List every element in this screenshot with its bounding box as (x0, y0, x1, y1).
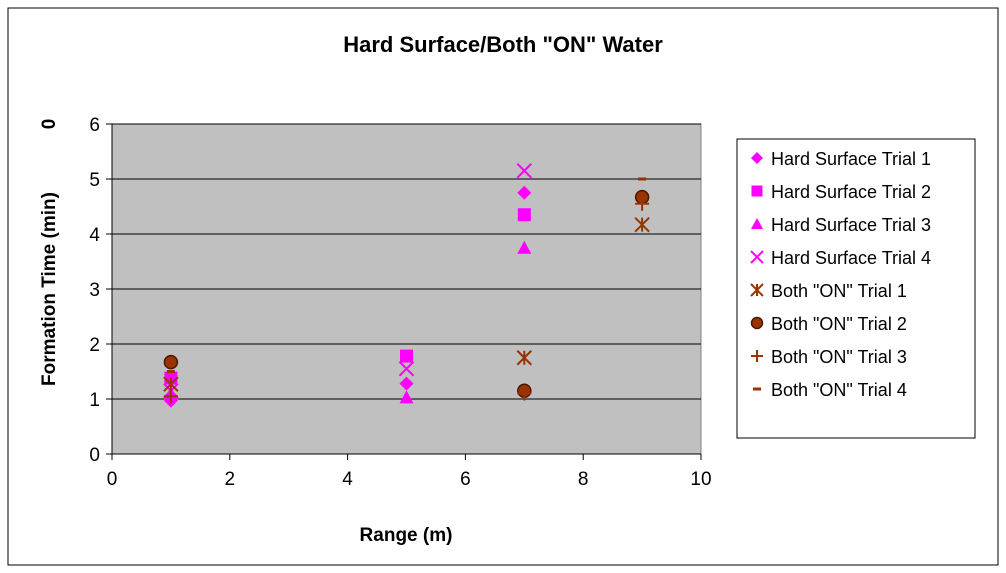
legend-marker (750, 283, 764, 297)
data-point (166, 370, 175, 373)
legend-marker (750, 250, 764, 264)
data-point (516, 350, 533, 366)
legend-box (736, 138, 976, 439)
legend-label: Hard Surface Trial 2 (771, 182, 931, 202)
x-axis-title: Range (m) (360, 525, 453, 546)
data-point (517, 185, 532, 200)
data-point (517, 240, 532, 254)
legend-item: Hard Surface Trial 4 (750, 248, 931, 268)
data-point (400, 349, 413, 363)
legend-label: Both "ON" Trial 1 (771, 281, 907, 301)
data-point (399, 390, 414, 404)
legend-marker (750, 316, 764, 330)
data-point (638, 177, 647, 181)
data-points (163, 163, 650, 408)
legend-item: Hard Surface Trial 3 (751, 215, 931, 235)
legend-marker (751, 152, 763, 164)
data-point (517, 208, 531, 222)
legend-marker (751, 218, 763, 229)
y-tick-label: 1 (89, 390, 100, 411)
data-point (163, 376, 179, 392)
data-point (634, 216, 650, 233)
y-tick-label: 6 (89, 115, 100, 136)
y-tick-label: 5 (89, 170, 100, 191)
axes (106, 123, 702, 460)
y-tick-label: 2 (89, 335, 100, 356)
legend-label: Hard Surface Trial 1 (771, 149, 931, 169)
x-tick-label: 8 (578, 469, 589, 490)
secondary-y-axis-title: 0 (39, 119, 60, 130)
chart-title: Hard Surface/Both "ON" Water (343, 32, 663, 57)
legend-item: Both "ON" Trial 3 (751, 347, 907, 367)
legend-label: Hard Surface Trial 4 (771, 248, 931, 268)
legend-item: Both "ON" Trial 2 (750, 314, 907, 334)
data-point (399, 376, 414, 391)
legend-marker (751, 185, 763, 197)
y-tick-label: 3 (89, 280, 100, 301)
legend-label: Both "ON" Trial 3 (771, 347, 907, 367)
x-tick-label: 10 (690, 469, 711, 490)
data-point (163, 389, 178, 404)
x-tick-label: 0 (107, 469, 118, 490)
y-axis-title: Formation Time (min) (39, 192, 60, 386)
legend-marker (751, 350, 763, 362)
legend-marker (753, 387, 761, 391)
data-point (635, 196, 650, 211)
data-point (517, 386, 532, 401)
legend: Hard Surface Trial 1 Hard Surface Trial 2… (736, 138, 976, 439)
x-tick-label: 4 (342, 469, 353, 490)
legend-item: Both "ON" Trial 4 (753, 380, 907, 400)
tick-labels: 0 1 2 3 4 5 6 0 2 4 6 8 10 (89, 115, 711, 490)
y-tick-label: 4 (89, 225, 100, 246)
data-point (398, 361, 415, 377)
legend-label: Both "ON" Trial 4 (771, 380, 907, 400)
legend-item: Hard Surface Trial 1 (751, 149, 931, 169)
legend-item: Hard Surface Trial 2 (751, 182, 931, 202)
legend-label: Hard Surface Trial 3 (771, 215, 931, 235)
data-point (163, 354, 179, 370)
x-tick-label: 2 (225, 469, 236, 490)
legend-label: Both "ON" Trial 2 (771, 314, 907, 334)
data-point (516, 163, 533, 179)
gridlines (112, 123, 701, 400)
x-tick-label: 6 (460, 469, 471, 490)
y-tick-label: 0 (89, 445, 100, 466)
legend-item: Both "ON" Trial 1 (750, 281, 907, 301)
